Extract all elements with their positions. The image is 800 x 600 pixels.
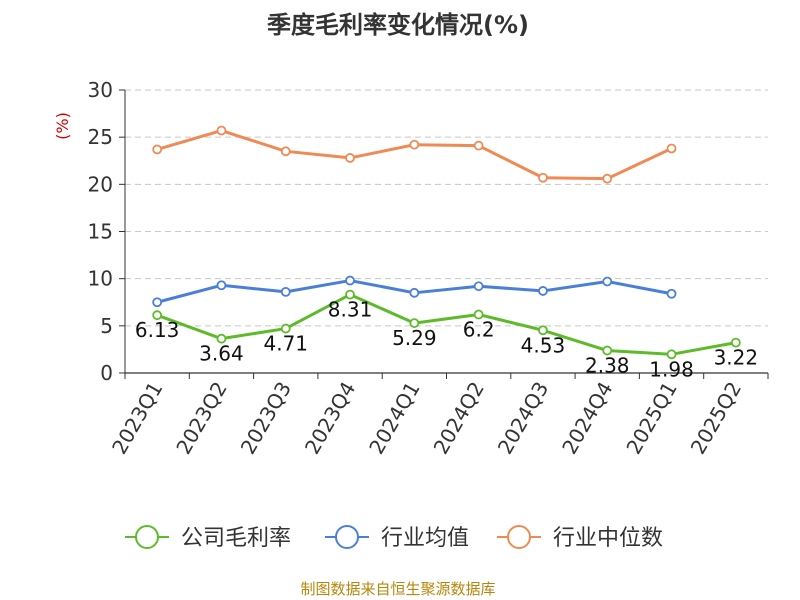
x-tick-label: 2024Q1 <box>364 378 424 459</box>
x-tick-label: 2024Q2 <box>429 378 489 459</box>
legend-marker <box>507 525 531 549</box>
x-tick-label: 2023Q3 <box>236 378 296 459</box>
data-point[interactable] <box>473 140 484 151</box>
data-point[interactable] <box>666 288 677 299</box>
data-label: 8.31 <box>328 298 373 322</box>
source-note: 制图数据来自恒生聚源数据库 <box>300 580 495 598</box>
data-point[interactable] <box>538 325 548 336</box>
y-tick-label: 5 <box>100 314 113 338</box>
data-point[interactable] <box>152 310 163 321</box>
series-line <box>156 293 737 356</box>
series-2 <box>152 125 677 184</box>
data-label: 4.53 <box>521 333 566 357</box>
data-point[interactable] <box>473 281 484 292</box>
x-tick-label: 2025Q2 <box>686 378 746 459</box>
data-point[interactable] <box>473 309 484 320</box>
data-point[interactable] <box>280 146 291 157</box>
x-tick-label: 2023Q1 <box>107 378 167 459</box>
y-tick-label: 10 <box>88 267 113 291</box>
data-point[interactable] <box>280 286 291 297</box>
data-point[interactable] <box>216 280 227 291</box>
y-tick-label: 30 <box>88 78 113 102</box>
data-label: 1.98 <box>649 357 694 381</box>
data-point[interactable] <box>216 125 227 136</box>
data-point[interactable] <box>602 345 613 356</box>
data-point[interactable] <box>538 172 548 183</box>
series-0 <box>152 289 741 360</box>
y-tick-label: 15 <box>88 220 113 244</box>
legend-item-2[interactable]: 行业中位数 <box>497 525 663 551</box>
data-point[interactable] <box>280 323 291 334</box>
data-point[interactable] <box>345 153 355 163</box>
data-label: 2.38 <box>585 354 630 378</box>
data-labels: 6.13 3.64 4.71 8.31 5.29 6.2 4.53 2.38 1.98 3.22 <box>135 298 758 382</box>
y-axis-label: (%) <box>53 112 72 140</box>
data-point[interactable] <box>730 337 741 348</box>
grid <box>125 89 768 327</box>
data-label: 6.2 <box>463 318 495 342</box>
data-point[interactable] <box>602 276 613 287</box>
x-tick-label: 2023Q2 <box>171 378 231 459</box>
data-label: 4.71 <box>263 332 308 356</box>
data-point[interactable] <box>216 333 227 344</box>
data-point[interactable] <box>409 318 420 328</box>
data-point[interactable] <box>666 349 677 360</box>
series-1 <box>152 275 677 308</box>
legend-marker <box>135 525 159 549</box>
legend-item-0[interactable]: 公司毛利率 <box>125 525 291 551</box>
data-label: 6.13 <box>135 318 180 342</box>
series-line <box>156 129 673 181</box>
data-point[interactable] <box>152 144 163 155</box>
data-point[interactable] <box>345 275 355 286</box>
y-tick-label: 25 <box>88 125 113 149</box>
data-label: 3.22 <box>714 346 759 370</box>
y-tick-label: 20 <box>88 172 113 196</box>
legend-item-1[interactable]: 行业均值 <box>325 525 469 551</box>
x-tick-label: 2023Q4 <box>300 378 360 459</box>
series-layer <box>152 125 741 360</box>
data-point[interactable] <box>538 286 548 296</box>
data-point[interactable] <box>666 143 677 154</box>
x-tick-label: 2025Q1 <box>621 378 681 459</box>
data-point[interactable] <box>152 297 163 308</box>
legend-label: 行业均值 <box>381 526 469 551</box>
data-label: 5.29 <box>392 326 437 350</box>
data-point[interactable] <box>409 287 420 298</box>
legend-label: 行业中位数 <box>553 526 663 551</box>
x-tick-label: 2024Q4 <box>557 378 617 459</box>
data-point[interactable] <box>345 289 355 300</box>
legend-label: 公司毛利率 <box>181 526 291 551</box>
legend-marker <box>335 525 359 549</box>
y-tick-label: 0 <box>100 361 113 385</box>
chart-title: 季度毛利率变化情况(%) <box>267 11 529 39</box>
legend[interactable]: 公司毛利率 行业均值 行业中位数 <box>125 525 663 551</box>
data-point[interactable] <box>409 139 420 150</box>
data-label: 3.64 <box>199 342 244 366</box>
data-point[interactable] <box>602 173 613 184</box>
x-tick-label: 2024Q3 <box>493 378 553 459</box>
